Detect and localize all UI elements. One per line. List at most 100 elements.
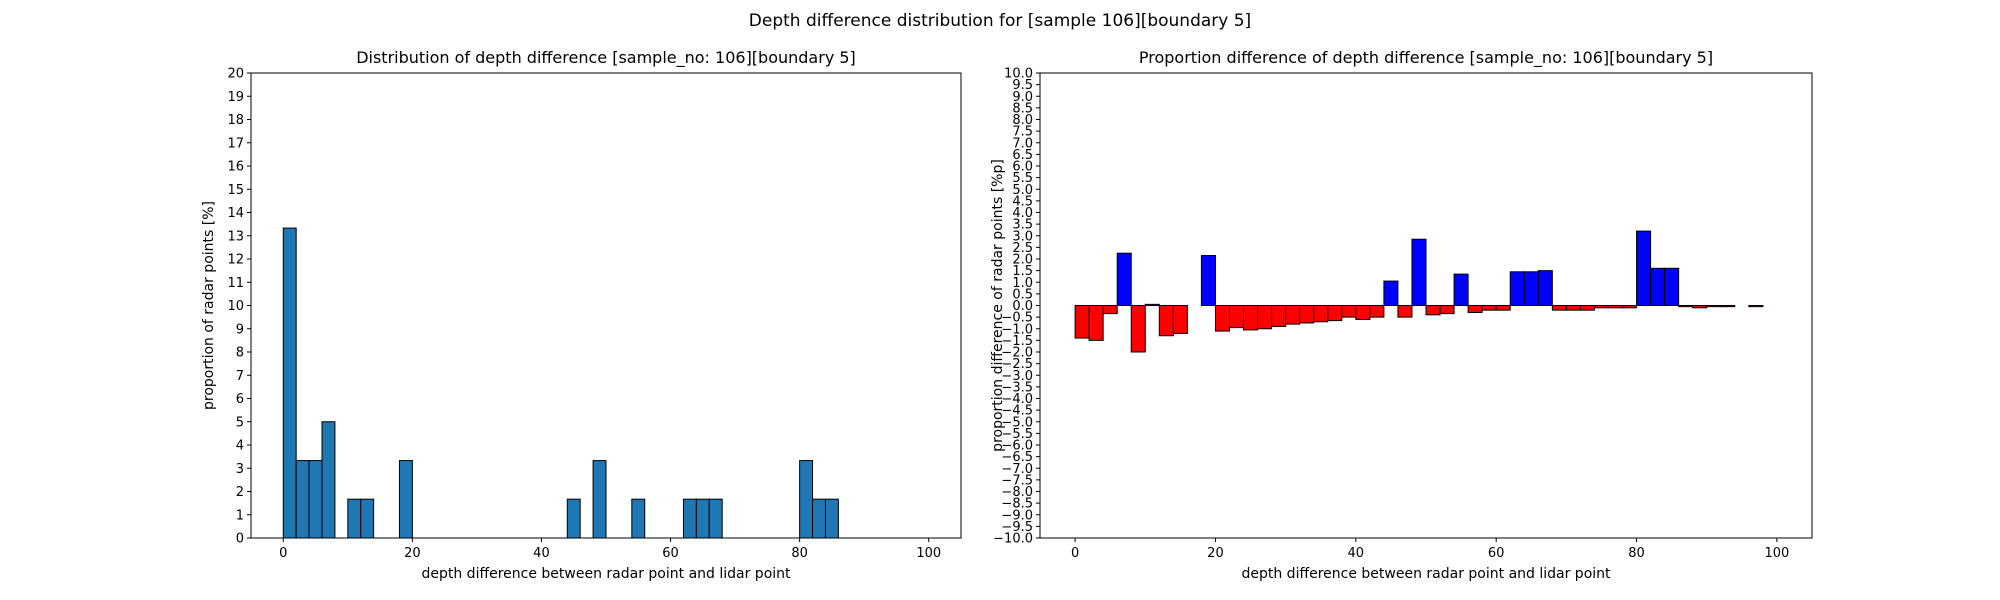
- right-y-tick-label: −9.0: [1001, 508, 1033, 523]
- right-bar: [1748, 305, 1764, 308]
- right-bar: [1214, 305, 1230, 332]
- right-y-tick-label: 8.5: [1012, 101, 1033, 116]
- left-bar: [682, 498, 697, 539]
- left-y-tick-label: 4: [236, 439, 244, 454]
- right-y-tick-label: −2.5: [1001, 357, 1033, 372]
- left-bars: [282, 227, 839, 539]
- right-y-tick-label: 3.5: [1012, 218, 1033, 233]
- right-y-tick-label: 10.0: [1004, 67, 1033, 82]
- right-x-tick-label: 80: [1628, 546, 1645, 561]
- right-y-ticks: −10.0−9.5−9.0−8.5−8.0−7.5−7.0−6.5−6.0−5.…: [993, 67, 1040, 547]
- right-bar: [1636, 230, 1652, 307]
- right-bar: [1495, 305, 1511, 311]
- right-y-tick-label: 6.5: [1012, 148, 1033, 163]
- right-y-tick-label: 9.0: [1012, 90, 1033, 105]
- right-plot-title: Proportion difference of depth differenc…: [1139, 48, 1713, 68]
- right-y-tick-label: −6.5: [1001, 450, 1033, 465]
- right-bar: [1102, 305, 1118, 315]
- right-y-tick-label: 7.0: [1012, 136, 1033, 151]
- right-bar: [1257, 305, 1273, 330]
- figure-suptitle: Depth difference distribution for [sampl…: [749, 11, 1251, 31]
- left-plot-frame: [250, 72, 962, 539]
- right-y-tick-label: −0.5: [1001, 311, 1033, 326]
- right-y-tick-label: −7.5: [1001, 473, 1033, 488]
- left-bar: [824, 498, 839, 539]
- left-bar: [360, 498, 375, 539]
- right-bar: [1425, 305, 1441, 316]
- left-x-ticks: 0 20 40 60 80 100: [279, 538, 941, 561]
- right-y-tick-label: 7.5: [1012, 125, 1033, 140]
- right-y-tick-label: 6.0: [1012, 160, 1033, 175]
- right-x-axis-label: depth difference between radar point and…: [1241, 566, 1611, 582]
- left-y-tick-label: 2: [236, 485, 244, 500]
- left-bar: [812, 498, 826, 539]
- right-y-tick-label: 5.0: [1012, 183, 1033, 198]
- left-y-tick-label: 20: [227, 67, 244, 82]
- left-y-tick-label: 10: [227, 299, 244, 314]
- right-y-tick-label: −3.5: [1001, 380, 1033, 395]
- right-x-tick-label: 0: [1071, 546, 1079, 561]
- left-bar: [308, 460, 323, 539]
- right-bar: [1088, 305, 1104, 341]
- left-y-tick-label: 13: [227, 229, 244, 244]
- left-x-tick-label: 20: [404, 546, 421, 561]
- right-bars: [1074, 230, 1764, 353]
- right-bar: [1341, 305, 1357, 318]
- right-bar: [1481, 305, 1497, 311]
- left-y-tick-label: 6: [236, 392, 244, 407]
- right-x-tick-label: 20: [1207, 546, 1224, 561]
- left-y-tick-label: 5: [236, 415, 244, 430]
- left-y-tick-label: 18: [227, 113, 244, 128]
- right-bar: [1299, 305, 1315, 324]
- right-x-ticks: 0 20 40 60 80 100: [1071, 538, 1789, 561]
- left-bar: [566, 498, 581, 539]
- left-x-tick-label: 0: [279, 546, 287, 561]
- right-bar: [1509, 271, 1525, 307]
- left-bar: [398, 460, 413, 539]
- right-bar: [1369, 305, 1385, 318]
- right-bar: [1523, 271, 1539, 307]
- right-y-tick-label: −8.5: [1001, 497, 1033, 512]
- right-y-tick-label: 4.0: [1012, 206, 1033, 221]
- right-bar: [1327, 305, 1343, 322]
- left-bar: [295, 460, 310, 539]
- right-bar: [1678, 305, 1694, 308]
- right-y-axis-label: proportion difference of radar points [%…: [990, 159, 1006, 452]
- right-bar: [1565, 305, 1581, 311]
- right-bar: [1607, 305, 1624, 309]
- left-bar: [282, 227, 297, 539]
- right-bar: [1313, 305, 1329, 323]
- right-bar: [1074, 305, 1090, 339]
- left-y-tick-label: 0: [236, 532, 244, 547]
- right-y-tick-label: 8.0: [1012, 113, 1033, 128]
- right-bar: [1158, 305, 1174, 337]
- left-x-tick-label: 100: [916, 546, 941, 561]
- right-bar: [1285, 305, 1301, 325]
- right-y-tick-label: −6.0: [1001, 439, 1033, 454]
- right-y-tick-label: −10.0: [993, 532, 1033, 547]
- left-bar: [799, 460, 814, 539]
- right-difference-panel: −10.0−9.5−9.0−8.5−8.0−7.5−7.0−6.5−6.0−5.…: [990, 48, 1813, 582]
- right-y-tick-label: 3.0: [1012, 229, 1033, 244]
- right-bar: [1706, 305, 1722, 308]
- right-bar: [1650, 267, 1666, 306]
- right-bar: [1467, 305, 1483, 313]
- right-bar: [1130, 305, 1146, 353]
- left-bar: [631, 498, 646, 539]
- right-y-tick-label: −2.0: [1001, 346, 1033, 361]
- right-bar: [1355, 305, 1371, 320]
- right-bar: [1243, 305, 1259, 331]
- right-x-tick-label: 40: [1348, 546, 1365, 561]
- right-y-tick-label: −1.5: [1001, 334, 1033, 349]
- left-y-tick-label: 16: [227, 160, 244, 175]
- right-y-tick-label: 0.0: [1012, 299, 1033, 314]
- left-y-tick-label: 1: [236, 508, 244, 523]
- left-y-tick-label: 17: [227, 136, 244, 151]
- left-y-tick-label: 7: [236, 369, 244, 384]
- left-x-axis-label: depth difference between radar point and…: [421, 566, 791, 582]
- right-y-tick-label: −1.0: [1001, 322, 1033, 337]
- right-y-tick-label: −9.5: [1001, 520, 1033, 535]
